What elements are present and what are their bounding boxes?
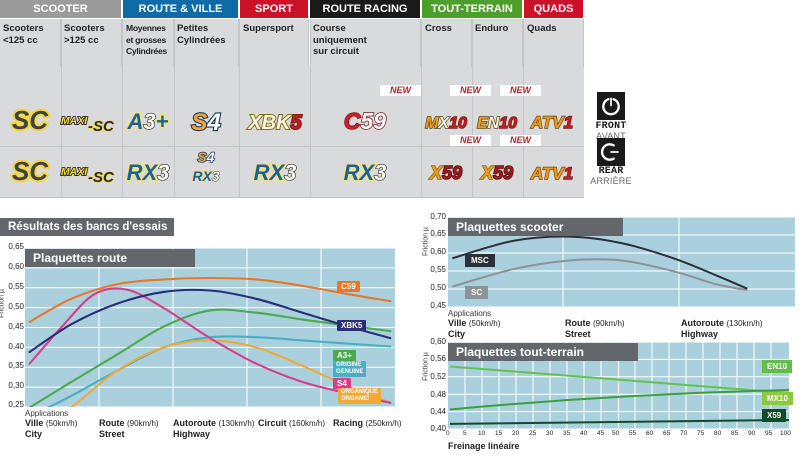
svg-text:EN10: EN10 [477,115,517,132]
svg-text:RX3: RX3 [344,160,387,185]
svg-text:C59: C59 [344,108,386,134]
svg-text:XBK5: XBK5 [247,112,302,134]
svg-text:A3+: A3+ [127,109,169,134]
svg-text:MAXI: MAXI [61,115,88,127]
svg-text:X59: X59 [480,163,513,183]
svg-text:ATV1: ATV1 [530,113,573,132]
svg-text:S4: S4 [191,109,220,136]
svg-text:RX3: RX3 [192,168,219,184]
svg-text:MAXI: MAXI [61,166,88,178]
svg-text:RX3: RX3 [127,160,170,185]
svg-text:SC: SC [12,105,49,135]
svg-text:-SC: -SC [88,118,115,135]
svg-text:S4: S4 [197,149,214,165]
svg-text:X59: X59 [429,163,462,183]
svg-text:SC: SC [12,156,49,186]
svg-text:-SC: -SC [88,169,115,186]
svg-text:MX10: MX10 [425,115,467,132]
svg-text:ATV1: ATV1 [530,164,573,183]
svg-text:RX3: RX3 [254,160,297,185]
